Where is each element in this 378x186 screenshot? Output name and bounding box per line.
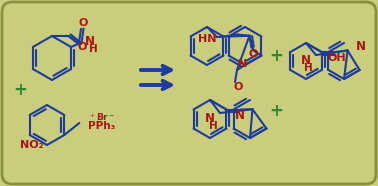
Text: N: N bbox=[356, 39, 366, 52]
Text: H: H bbox=[89, 44, 98, 54]
Text: +: + bbox=[13, 81, 27, 99]
Text: PPh₃: PPh₃ bbox=[88, 121, 115, 131]
Text: H: H bbox=[304, 63, 312, 73]
Text: +: + bbox=[269, 102, 283, 120]
Text: +: + bbox=[269, 47, 283, 65]
Text: $^+$Br$^-$: $^+$Br$^-$ bbox=[88, 111, 115, 123]
Text: O: O bbox=[79, 18, 88, 28]
Text: NO₂: NO₂ bbox=[20, 140, 43, 150]
Text: H: H bbox=[209, 121, 217, 131]
Text: N: N bbox=[239, 59, 248, 69]
Text: N: N bbox=[301, 54, 311, 67]
Text: N: N bbox=[234, 109, 245, 122]
Text: N: N bbox=[205, 111, 215, 124]
Text: O: O bbox=[249, 49, 258, 59]
Text: N: N bbox=[85, 35, 95, 48]
Text: OH: OH bbox=[327, 53, 346, 63]
FancyBboxPatch shape bbox=[2, 2, 376, 184]
Text: HN: HN bbox=[198, 34, 216, 44]
Text: O: O bbox=[233, 82, 243, 92]
Text: O: O bbox=[78, 42, 87, 52]
